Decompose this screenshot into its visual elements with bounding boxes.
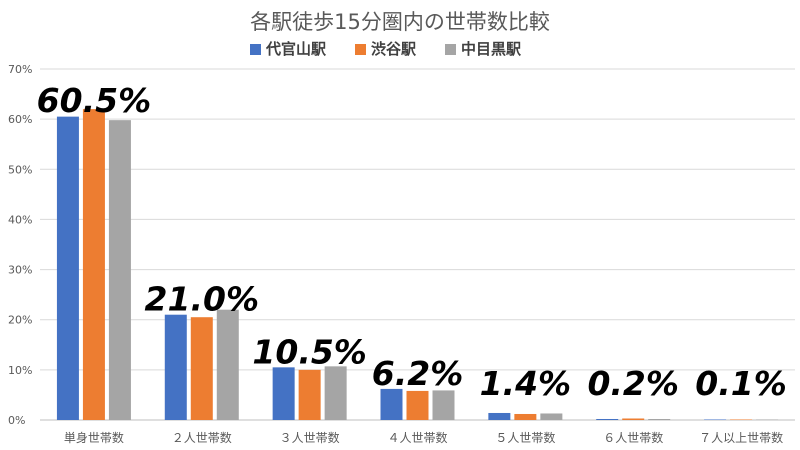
y-tick-label: 50%	[8, 163, 32, 176]
bar	[82, 109, 105, 420]
bar	[298, 369, 321, 420]
y-tick-label: 10%	[8, 364, 32, 377]
value-annotation: 60.5%	[37, 81, 152, 120]
bar	[596, 418, 619, 420]
bar	[704, 419, 727, 420]
value-annotation: 0.1%	[695, 364, 787, 403]
bar	[622, 418, 645, 420]
value-annotation: 6.2%	[372, 354, 464, 393]
value-annotation: 0.2%	[587, 364, 679, 403]
bars	[56, 109, 779, 420]
y-tick-label: 30%	[8, 264, 32, 277]
chart-title: 各駅徒歩15分圏内の世帯数比較	[250, 10, 550, 34]
bar	[432, 390, 455, 420]
legend-swatch	[250, 44, 261, 55]
legend-label: 代官山駅	[265, 40, 327, 58]
y-tick-label: 0%	[8, 414, 25, 427]
bar	[272, 367, 295, 420]
bar	[648, 418, 671, 420]
legend-swatch	[355, 44, 366, 55]
y-tick-label: 40%	[8, 213, 32, 226]
legend-label: 中目黒駅	[461, 40, 522, 58]
chart-legend: 代官山駅 渋谷駅 中目黒駅	[250, 40, 522, 58]
x-axis: 単身世帯数 ２人世帯数 ３人世帯数 ４人世帯数 ５人世帯数 ６人世帯数 ７人以上世帯数	[64, 430, 783, 445]
value-annotation: 21.0%	[145, 280, 260, 319]
value-annotation: 10.5%	[252, 332, 367, 371]
x-tick-label: ７人以上世帯数	[699, 430, 783, 445]
bar	[108, 120, 131, 420]
x-tick-label: ３人世帯数	[280, 430, 340, 445]
bar	[56, 116, 79, 420]
bar	[324, 366, 347, 420]
y-tick-label: 20%	[8, 314, 32, 327]
bar	[756, 419, 779, 420]
value-annotations: 60.5% 21.0% 10.5%6.2% 1.4% 0.2% 0.1%	[37, 81, 787, 403]
bar	[164, 314, 187, 420]
bar	[514, 413, 537, 420]
y-tick-label: 60%	[8, 113, 32, 126]
x-tick-label: ２人世帯数	[172, 430, 232, 445]
bar	[540, 413, 563, 420]
x-tick-label: ６人世帯数	[603, 430, 663, 445]
x-tick-label: ４人世帯数	[387, 430, 447, 445]
legend-label: 渋谷駅	[371, 40, 417, 58]
bar	[190, 317, 213, 420]
y-tick-label: 70%	[8, 63, 32, 76]
bar	[216, 309, 239, 420]
bar	[488, 412, 511, 420]
x-tick-label: 単身世帯数	[64, 430, 124, 445]
legend-swatch	[445, 44, 456, 55]
value-annotation: 1.4%	[480, 364, 572, 403]
bar	[380, 388, 403, 420]
bar	[406, 390, 429, 420]
y-axis: 0% 10% 20% 30% 40% 50% 60% 70%	[8, 63, 32, 427]
x-tick-label: ５人世帯数	[495, 430, 555, 445]
bar	[730, 419, 753, 420]
